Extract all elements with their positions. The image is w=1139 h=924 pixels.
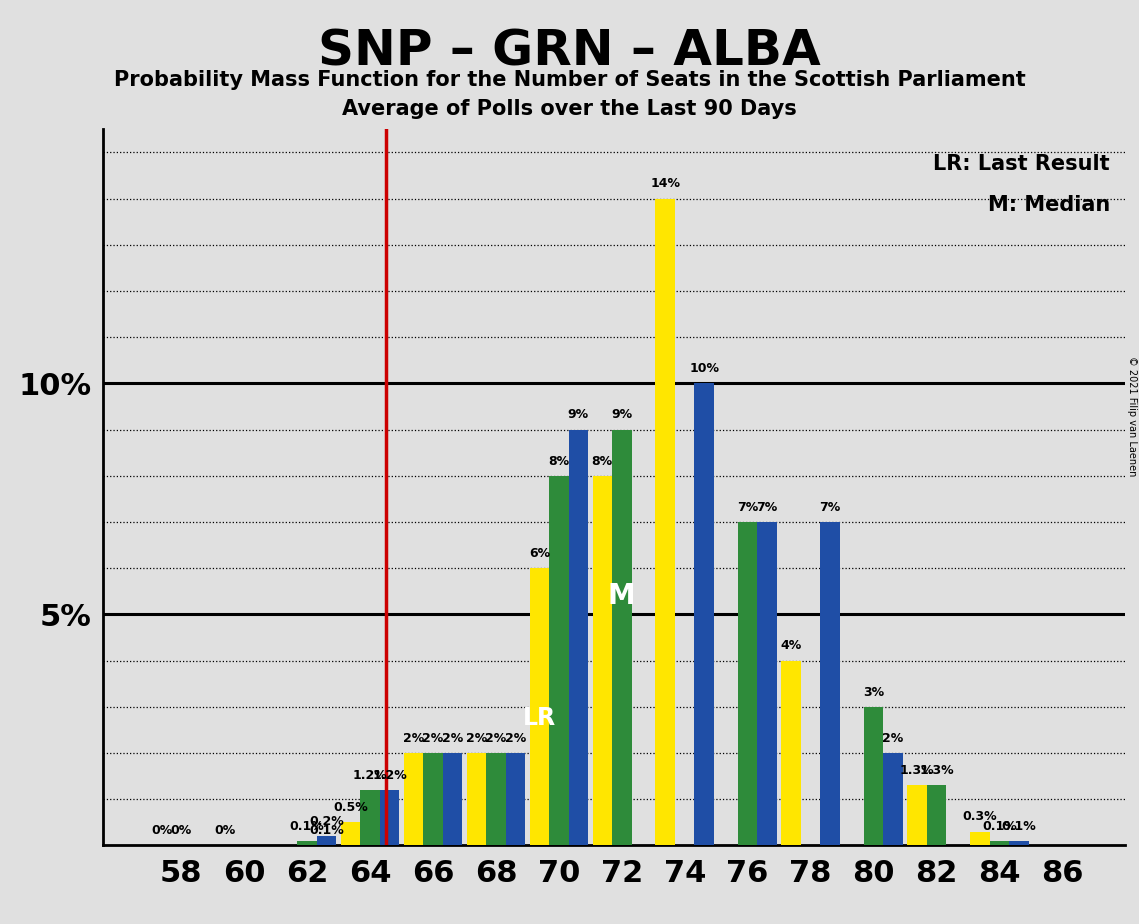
- Bar: [970, 832, 990, 845]
- Bar: [612, 430, 631, 845]
- Bar: [506, 753, 525, 845]
- Bar: [297, 841, 317, 845]
- Text: LR: Last Result: LR: Last Result: [933, 154, 1111, 175]
- Text: © 2021 Filip van Laenen: © 2021 Filip van Laenen: [1126, 356, 1137, 476]
- Bar: [757, 522, 777, 845]
- Bar: [927, 785, 947, 845]
- Text: 0.5%: 0.5%: [333, 801, 368, 814]
- Bar: [863, 707, 884, 845]
- Text: 9%: 9%: [568, 408, 589, 421]
- Text: 1.3%: 1.3%: [919, 764, 953, 777]
- Bar: [695, 383, 714, 845]
- Bar: [317, 836, 336, 845]
- Text: LR: LR: [523, 706, 556, 730]
- Bar: [360, 790, 379, 845]
- Text: 4%: 4%: [780, 639, 802, 652]
- Text: 0%: 0%: [151, 824, 172, 837]
- Text: SNP – GRN – ALBA: SNP – GRN – ALBA: [318, 28, 821, 76]
- Bar: [341, 822, 360, 845]
- Bar: [379, 790, 400, 845]
- Text: 2%: 2%: [442, 732, 464, 745]
- Text: 1.3%: 1.3%: [900, 764, 934, 777]
- Text: 7%: 7%: [756, 501, 778, 514]
- Bar: [1009, 841, 1029, 845]
- Text: 0%: 0%: [171, 824, 191, 837]
- Bar: [549, 476, 568, 845]
- Text: 1.2%: 1.2%: [372, 769, 407, 782]
- Text: 0.1%: 0.1%: [982, 820, 1017, 833]
- Text: 0.1%: 0.1%: [289, 820, 325, 833]
- Text: Average of Polls over the Last 90 Days: Average of Polls over the Last 90 Days: [342, 99, 797, 119]
- Bar: [568, 430, 588, 845]
- Bar: [443, 753, 462, 845]
- Text: 7%: 7%: [737, 501, 759, 514]
- Bar: [655, 199, 675, 845]
- Bar: [884, 753, 903, 845]
- Bar: [424, 753, 443, 845]
- Text: 6%: 6%: [528, 547, 550, 560]
- Text: 0.3%: 0.3%: [962, 810, 998, 823]
- Bar: [486, 753, 506, 845]
- Text: 3%: 3%: [863, 686, 884, 699]
- Bar: [403, 753, 424, 845]
- Bar: [908, 785, 927, 845]
- Text: 0.1%: 0.1%: [1001, 820, 1036, 833]
- Text: 2%: 2%: [505, 732, 526, 745]
- Text: 2%: 2%: [423, 732, 443, 745]
- Bar: [530, 568, 549, 845]
- Bar: [781, 661, 801, 845]
- Text: 2%: 2%: [466, 732, 487, 745]
- Bar: [467, 753, 486, 845]
- Text: 2%: 2%: [485, 732, 507, 745]
- Text: 8%: 8%: [548, 455, 570, 468]
- Text: 0.1%: 0.1%: [309, 824, 344, 837]
- Text: 7%: 7%: [819, 501, 841, 514]
- Bar: [820, 522, 839, 845]
- Text: 2%: 2%: [403, 732, 424, 745]
- Text: Probability Mass Function for the Number of Seats in the Scottish Parliament: Probability Mass Function for the Number…: [114, 70, 1025, 91]
- Bar: [592, 476, 612, 845]
- Text: M: M: [608, 582, 636, 610]
- Text: 10%: 10%: [689, 362, 719, 375]
- Text: 14%: 14%: [650, 177, 680, 190]
- Bar: [738, 522, 757, 845]
- Text: M: Median: M: Median: [988, 195, 1111, 215]
- Text: 2%: 2%: [883, 732, 903, 745]
- Text: 0.2%: 0.2%: [309, 815, 344, 828]
- Text: 1.2%: 1.2%: [353, 769, 387, 782]
- Text: 0%: 0%: [214, 824, 236, 837]
- Text: 8%: 8%: [592, 455, 613, 468]
- Text: 9%: 9%: [612, 408, 632, 421]
- Bar: [990, 841, 1009, 845]
